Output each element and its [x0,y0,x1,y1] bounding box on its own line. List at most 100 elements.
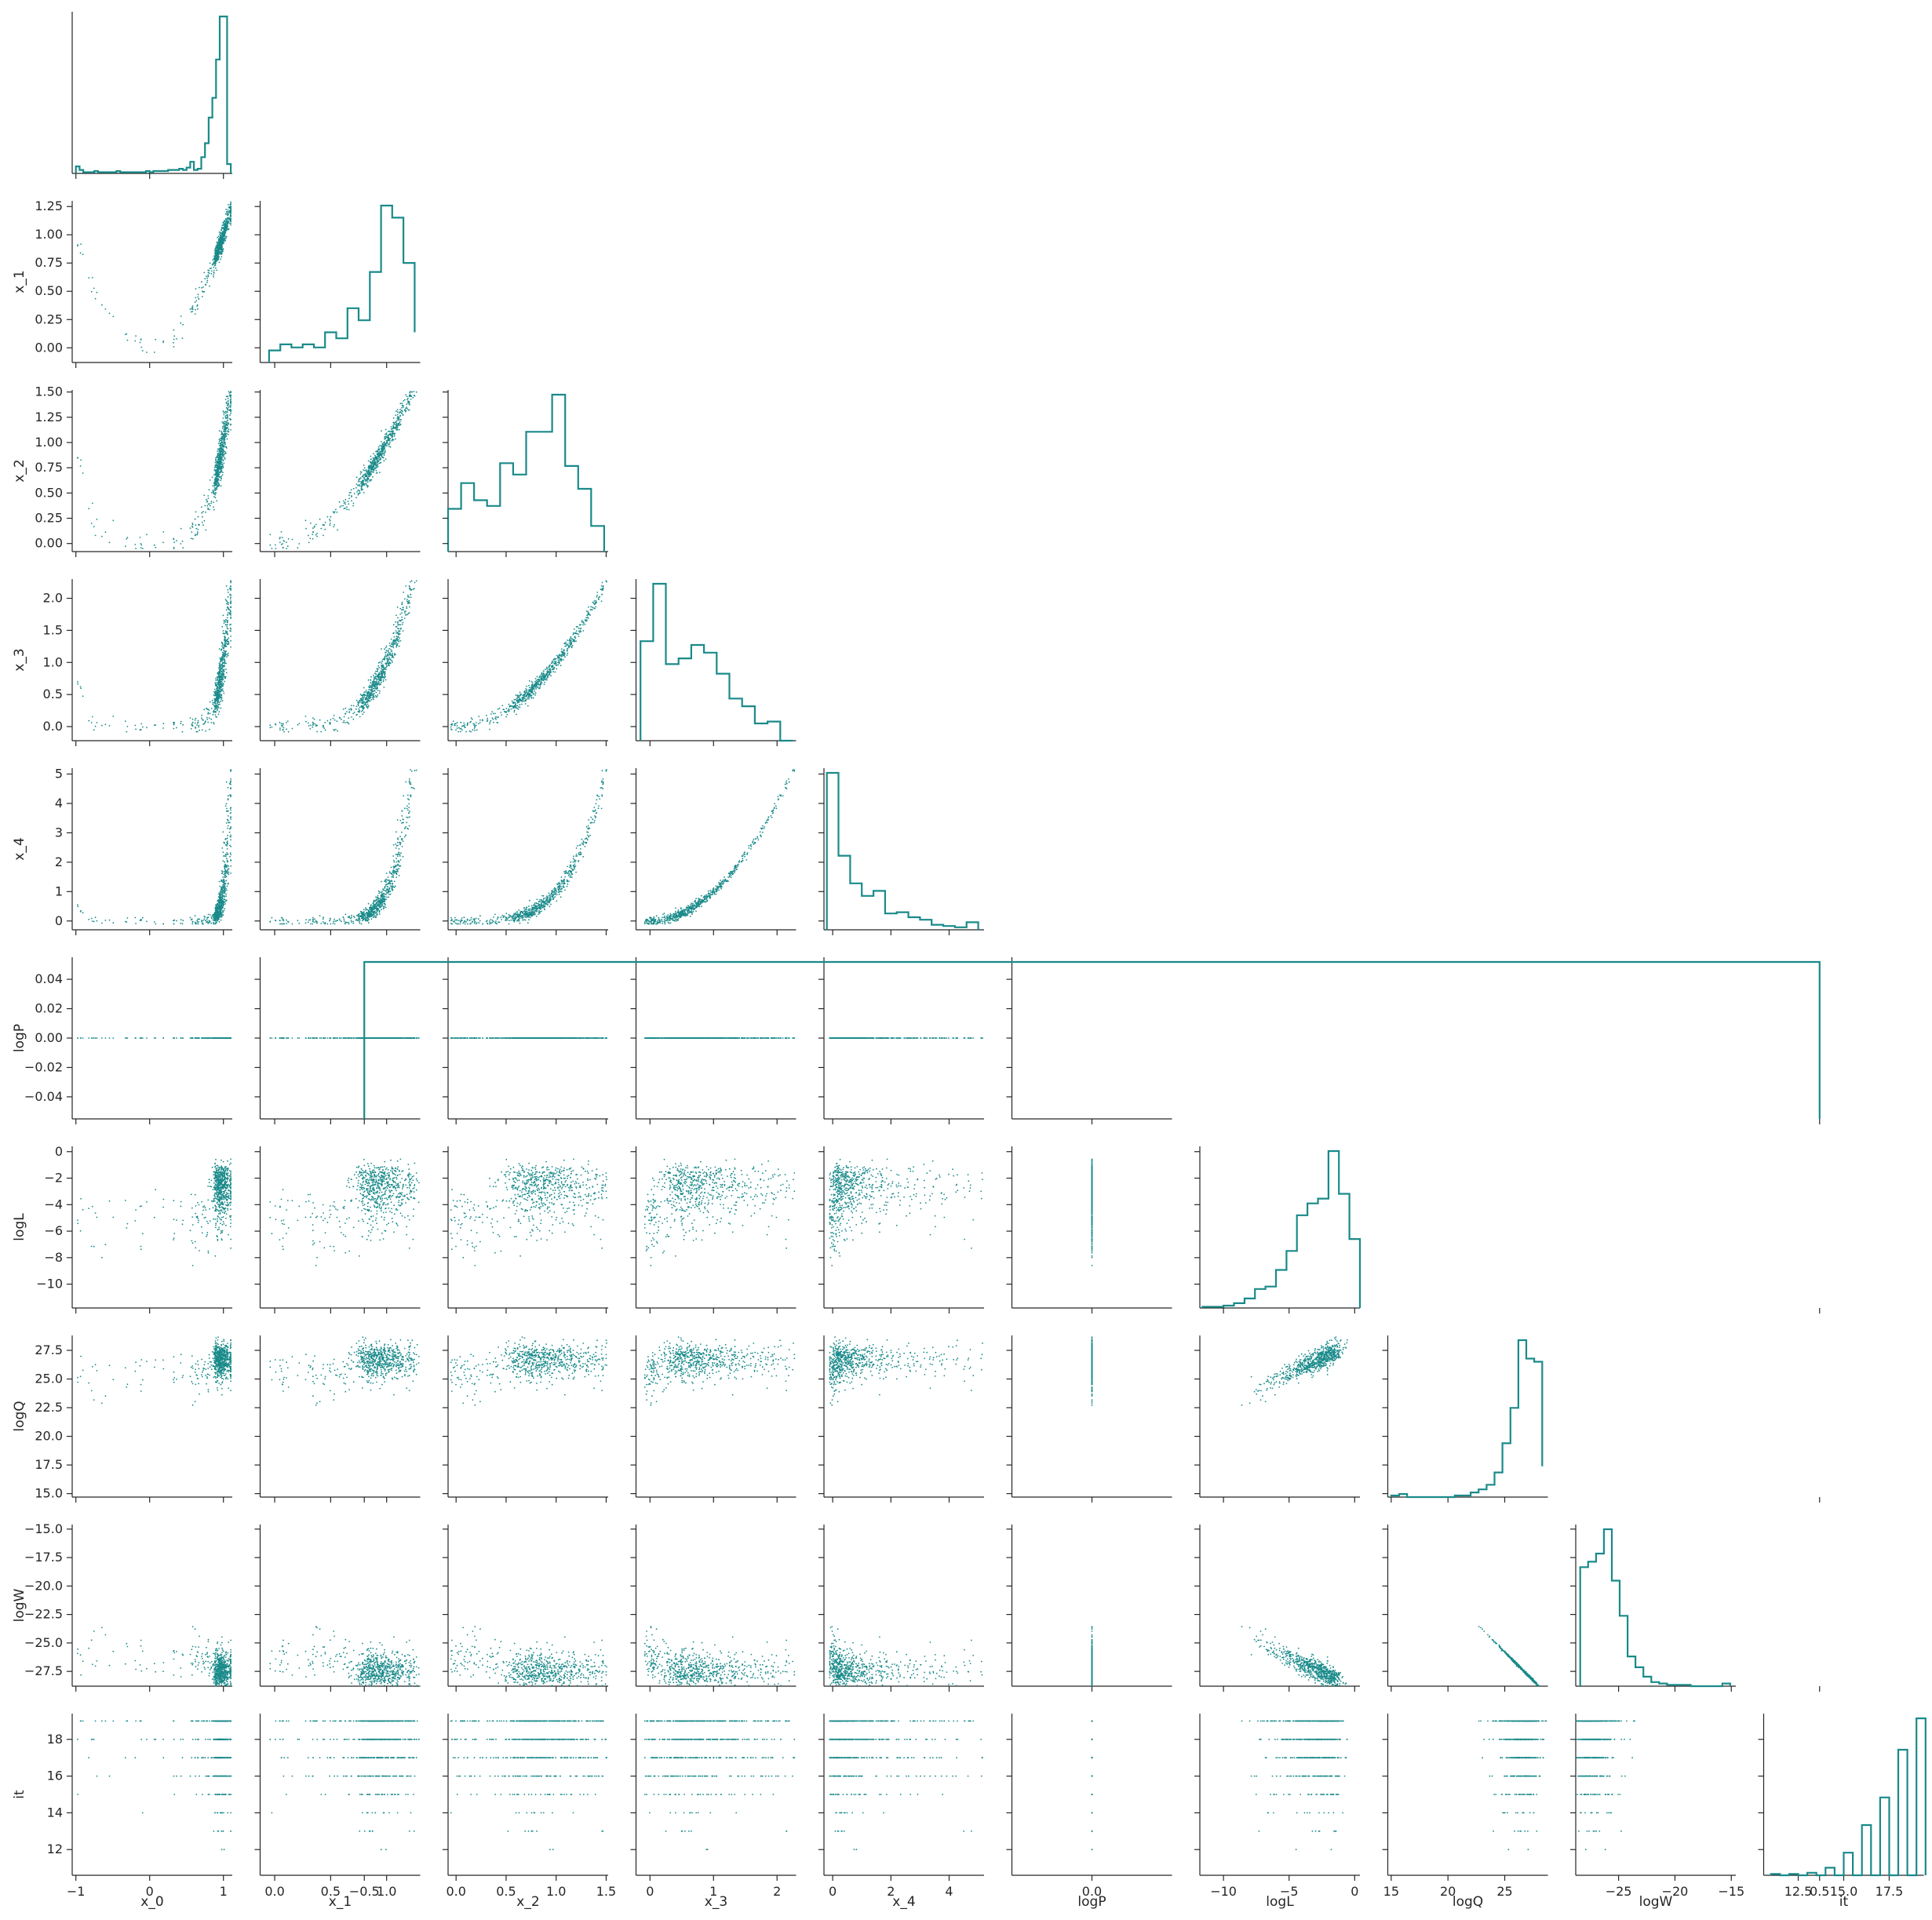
point [218,905,221,907]
point [222,235,224,236]
point [230,816,231,818]
point [280,723,283,724]
point [224,641,226,643]
point [363,492,365,494]
point [220,677,222,679]
point [135,923,137,924]
point [217,256,219,258]
point [399,409,401,410]
point [513,698,516,701]
point [280,531,283,533]
point [219,443,221,444]
point [389,644,391,647]
point [455,729,457,731]
point [389,652,391,654]
point [225,855,227,858]
point [202,286,204,288]
point [368,695,370,698]
point [198,724,200,727]
point [359,480,361,483]
point [595,599,597,602]
point [369,475,370,478]
point [100,922,103,924]
point [221,434,222,435]
point [566,643,567,645]
point [352,505,354,507]
point [215,463,217,465]
point [181,923,184,925]
point [230,405,231,406]
point [356,713,358,716]
point [212,713,214,716]
point [330,516,332,518]
point [205,920,207,922]
point [291,538,293,541]
point [210,722,213,723]
point [405,585,407,587]
point [396,637,398,639]
point [222,651,224,654]
point [392,421,395,424]
point [406,395,408,398]
point [391,650,393,652]
point [214,484,216,486]
point [386,441,388,443]
point [376,458,377,461]
point [286,545,289,548]
point [374,462,377,465]
point [220,679,222,680]
point [546,670,549,672]
point [362,484,364,486]
point [392,427,395,429]
point [398,633,400,636]
point [229,203,231,206]
point [229,630,231,632]
point [563,649,565,650]
point [381,674,383,676]
point [205,720,206,723]
point [380,679,382,682]
point [214,490,217,491]
point [560,648,563,650]
panel-x_2-x_2 [443,390,608,557]
point [180,322,182,324]
point [379,472,381,473]
point [350,489,352,491]
point [223,428,225,431]
point [320,527,323,530]
point [209,268,211,270]
point [375,456,377,458]
point [221,645,223,647]
point [399,639,402,642]
point [230,215,231,217]
point [223,883,225,885]
point [509,705,511,708]
point [229,822,231,824]
point [408,401,410,403]
point [363,701,366,704]
point [392,624,395,626]
point [224,658,225,660]
point [221,894,224,897]
point [367,466,370,468]
point [223,425,225,427]
point [399,607,402,610]
point [312,726,314,728]
point [215,492,217,494]
point [489,723,490,725]
point [227,211,229,213]
point [392,643,395,646]
point [227,592,229,593]
point [362,701,364,704]
point [348,508,350,511]
point [552,665,554,667]
point [381,681,382,683]
point [360,923,363,925]
point [224,231,227,234]
point [596,592,599,593]
point [225,672,228,674]
point [216,684,217,687]
point [173,727,175,730]
point [279,721,281,723]
point [314,525,315,527]
